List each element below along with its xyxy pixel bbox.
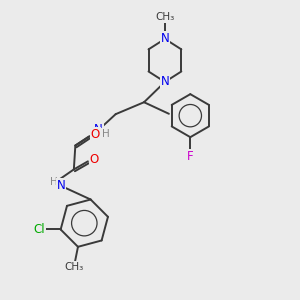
- Text: N: N: [160, 32, 169, 45]
- Text: O: O: [90, 153, 99, 166]
- Text: N: N: [94, 124, 103, 136]
- Text: H: H: [102, 129, 110, 139]
- Text: CH₃: CH₃: [65, 262, 84, 272]
- Text: F: F: [187, 150, 194, 163]
- Text: N: N: [160, 75, 169, 88]
- Text: CH₃: CH₃: [155, 12, 175, 22]
- Text: H: H: [50, 177, 58, 187]
- Text: Cl: Cl: [33, 223, 45, 236]
- Text: O: O: [91, 128, 100, 141]
- Text: N: N: [57, 179, 65, 192]
